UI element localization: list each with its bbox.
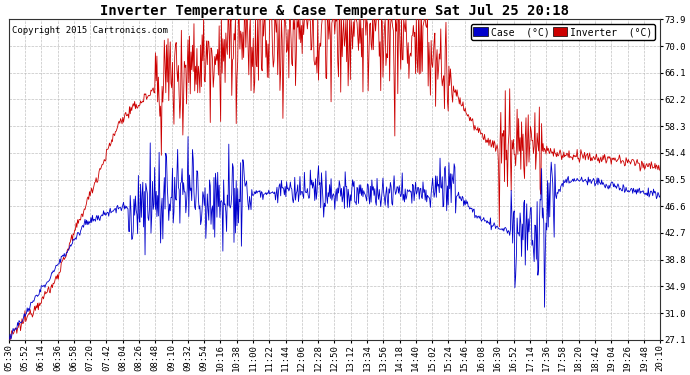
Legend: Case  (°C), Inverter  (°C): Case (°C), Inverter (°C) (471, 24, 656, 40)
Title: Inverter Temperature & Case Temperature Sat Jul 25 20:18: Inverter Temperature & Case Temperature … (100, 4, 569, 18)
Text: Copyright 2015 Cartronics.com: Copyright 2015 Cartronics.com (12, 26, 168, 35)
